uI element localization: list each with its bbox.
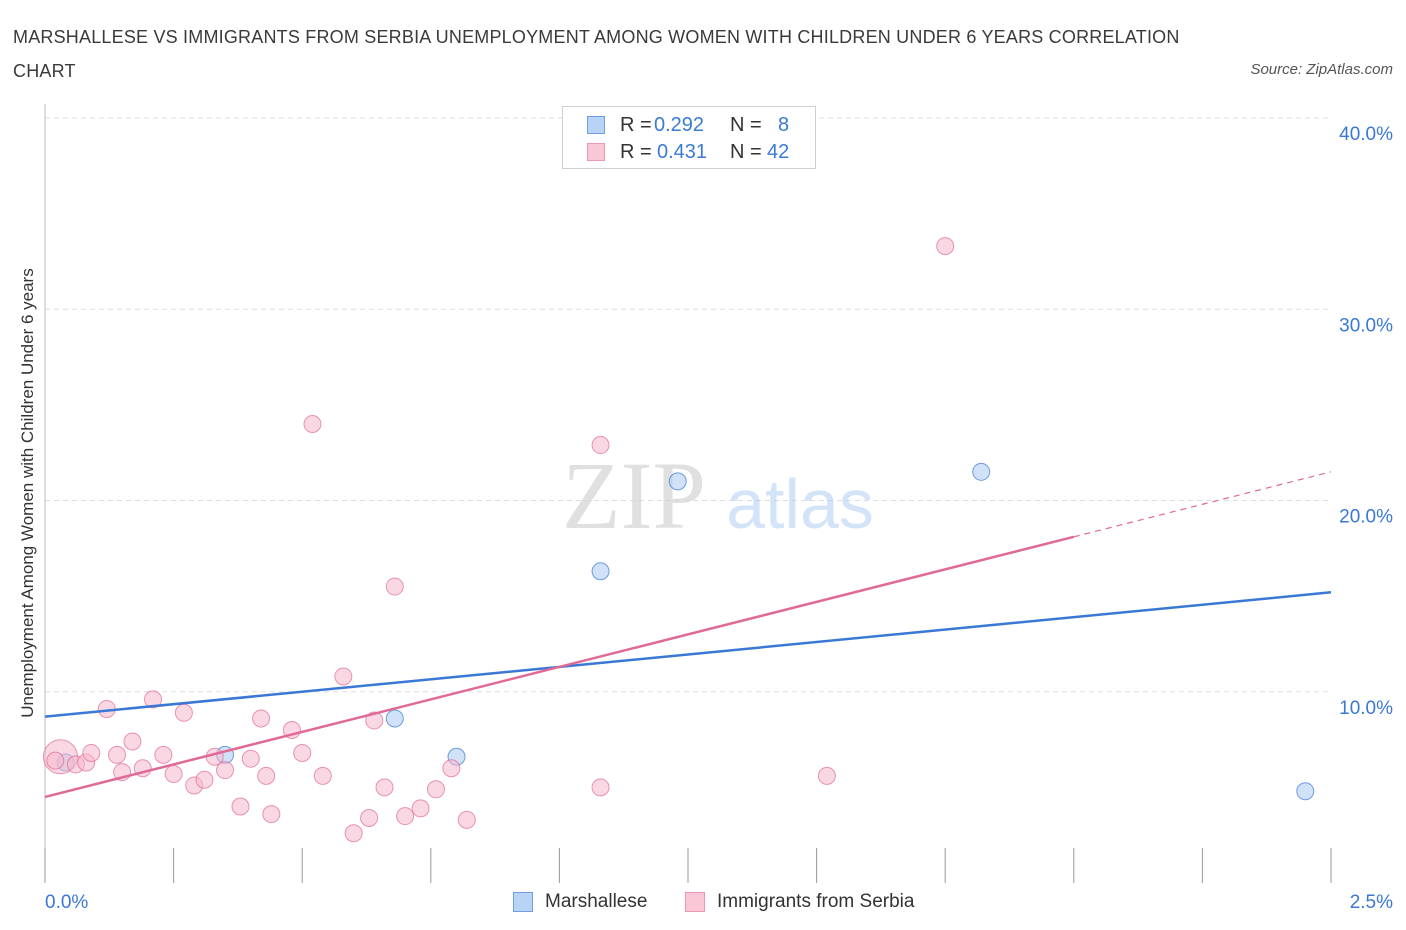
serbia-point <box>216 761 235 780</box>
serbia-point <box>252 709 271 728</box>
serbia-point <box>426 780 445 799</box>
serbia-point <box>457 810 476 829</box>
source-label: Source: ZipAtlas.com <box>1250 61 1393 78</box>
legend-row-marshallese: R = 0.292 N = 8 <box>587 113 807 137</box>
marshallese-point <box>1296 782 1315 801</box>
serbia-point <box>262 805 281 824</box>
serbia-point <box>303 415 322 433</box>
serbia-point <box>164 764 183 783</box>
serbia-point <box>385 577 404 596</box>
chart-title: MARSHALLESE VS IMMIGRANTS FROM SERBIA UN… <box>13 27 1180 81</box>
serbia-point <box>123 732 142 751</box>
serbia-point <box>334 667 353 686</box>
legend-n-value: 42 <box>767 141 790 163</box>
legend-r-value: 0.292 <box>654 114 705 136</box>
serbia-point <box>396 807 415 826</box>
tick-labels: 10.0% 20.0% 30.0% 40.0% 0.0% 2.5% <box>45 124 1393 913</box>
serbia-point <box>154 745 173 764</box>
serbia-point <box>231 797 250 816</box>
marshallese-legend-label: Marshallese <box>545 891 648 912</box>
watermark-atlas: atlas <box>726 465 874 543</box>
y-axis-title: Unemployment Among Women with Children U… <box>18 268 37 718</box>
gridlines <box>45 117 1331 693</box>
marshallese-legend-swatch <box>513 892 533 912</box>
serbia-legend-swatch <box>685 892 705 912</box>
serbia-point <box>375 778 394 797</box>
legend-r-label: R = <box>620 141 652 163</box>
serbia-legend-label: Immigrants from Serbia <box>717 891 915 912</box>
serbia-point <box>936 237 955 256</box>
serbia-point <box>108 745 127 764</box>
y-tick-label: 10.0% <box>1339 698 1393 719</box>
marshallese-swatch <box>587 116 605 134</box>
serbia-trend-extension <box>1073 471 1332 538</box>
x-tick-label-min: 0.0% <box>45 892 88 913</box>
serbia-point <box>313 766 332 785</box>
watermark: ZIP atlas <box>562 442 874 549</box>
y-tick-label: 20.0% <box>1339 507 1393 528</box>
serbia-point <box>46 751 65 770</box>
serbia-point <box>442 759 461 778</box>
serbia-swatch <box>587 143 605 161</box>
serbia-point <box>817 766 836 785</box>
data-points <box>42 237 1315 843</box>
serbia-point <box>144 690 163 709</box>
marshallese-point <box>591 562 610 581</box>
serbia-point <box>195 770 214 789</box>
serbia-point <box>365 711 384 730</box>
serbia-point <box>344 824 363 843</box>
serbia-point <box>174 703 193 722</box>
marshallese-trend-line <box>44 591 1332 718</box>
serbia-trend-line <box>44 535 1075 799</box>
serbia-point <box>411 799 430 818</box>
legend-r-label: R = <box>620 114 652 136</box>
serbia-point <box>591 778 610 797</box>
marshallese-point <box>385 709 404 728</box>
serbia-point <box>293 743 312 762</box>
y-tick-label: 30.0% <box>1339 315 1393 336</box>
serbia-point <box>257 766 276 785</box>
legend-r-value: 0.431 <box>657 141 708 163</box>
x-tick-label-max: 2.5% <box>1350 892 1393 913</box>
serbia-point <box>591 436 610 455</box>
legend-item-marshallese: Marshallese <box>513 888 663 916</box>
legend-item-serbia: Immigrants from Serbia <box>685 888 935 916</box>
correlation-legend: R = 0.292 N = 8 R = 0.431 N = 42 <box>562 106 816 169</box>
serbia-point <box>82 743 101 762</box>
serbia-point <box>360 808 379 827</box>
legend-n-value: 8 <box>778 114 790 136</box>
marshallese-point <box>668 472 687 491</box>
legend-n-label: N = <box>730 141 762 163</box>
y-tick-label: 40.0% <box>1339 124 1393 145</box>
serbia-point <box>241 749 260 768</box>
legend-row-serbia: R = 0.431 N = 42 <box>587 140 807 164</box>
marshallese-point <box>972 462 991 481</box>
watermark-zip: ZIP <box>562 442 706 549</box>
legend-n-label: N = <box>730 114 762 136</box>
trend-lines <box>44 471 1332 799</box>
